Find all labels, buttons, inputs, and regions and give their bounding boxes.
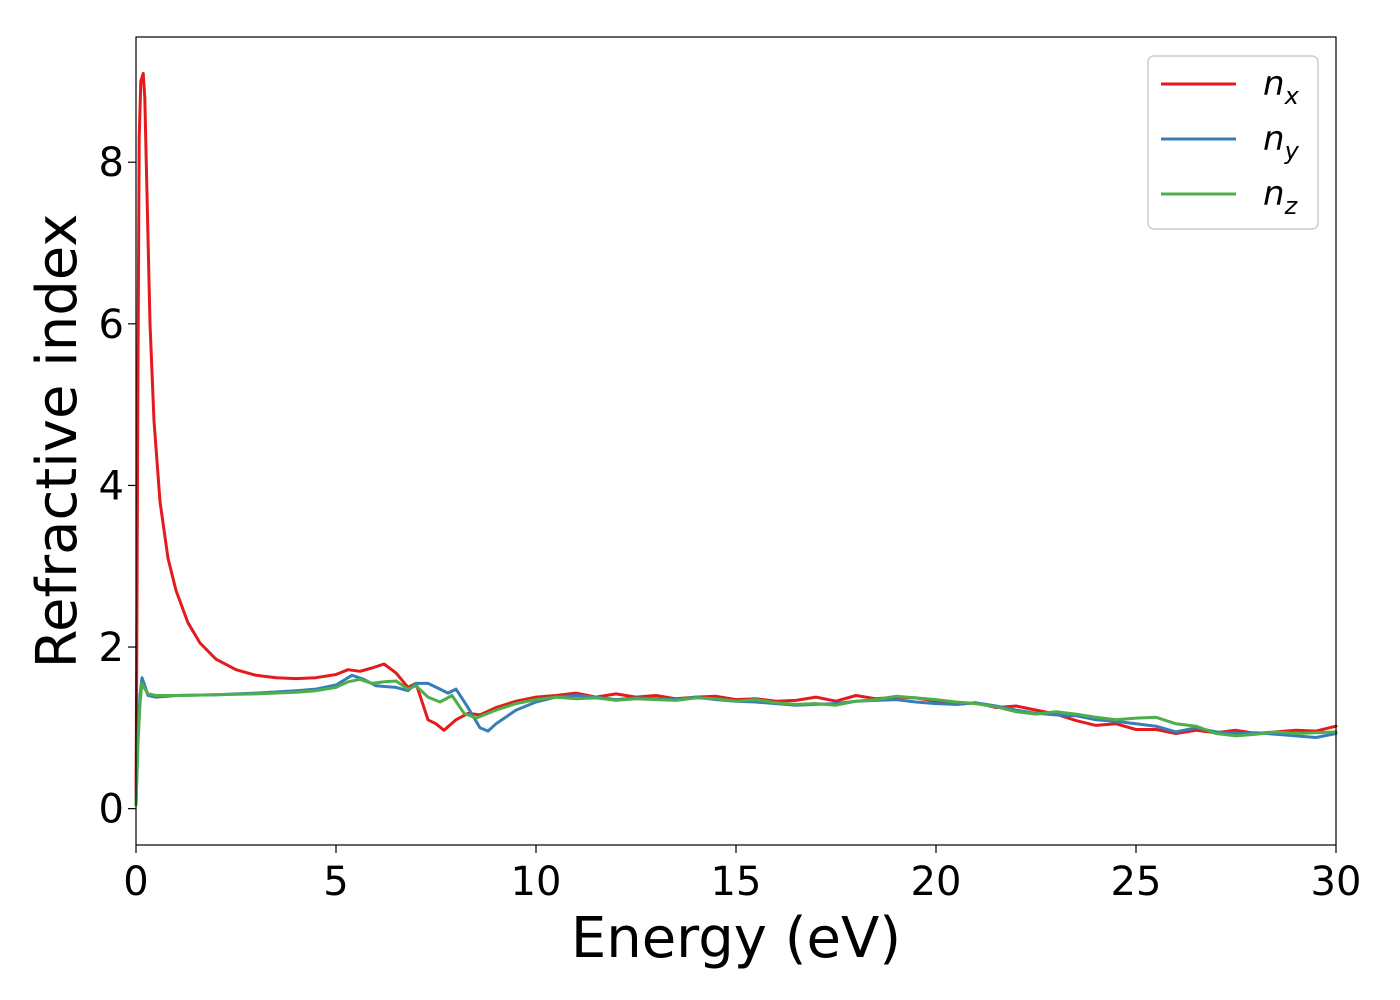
x-tick-label: 30 xyxy=(1311,859,1362,905)
x-tick-label: 10 xyxy=(511,859,562,905)
series-line-nx xyxy=(134,71,1338,807)
y-axis-label: Refractive index xyxy=(25,214,90,669)
x-tick-label: 15 xyxy=(711,859,762,905)
series-line-ny xyxy=(134,673,1338,807)
y-tick-label: 4 xyxy=(99,463,124,509)
x-tick-label: 5 xyxy=(323,859,348,905)
plot-lines xyxy=(134,71,1338,807)
legend-label-base: n xyxy=(1263,119,1285,159)
y-tick-label: 2 xyxy=(99,625,124,671)
y-tick-label: 8 xyxy=(99,140,124,186)
x-tick-label: 25 xyxy=(1111,859,1162,905)
legend-label-base: n xyxy=(1263,174,1285,214)
legend-label-subscript: x xyxy=(1284,82,1300,110)
legend-label-subscript: y xyxy=(1284,137,1300,165)
x-axis-label: Energy (eV) xyxy=(571,906,901,971)
y-tick-label: 6 xyxy=(99,302,124,348)
y-tick-label: 0 xyxy=(99,787,124,833)
legend-label-subscript: z xyxy=(1284,192,1299,220)
legend-label-nz: nz xyxy=(1263,174,1299,220)
y-axis-ticks: 0 2 4 6 8 xyxy=(99,140,136,833)
x-tick-label: 20 xyxy=(911,859,962,905)
x-tick-label: 0 xyxy=(123,859,148,905)
legend-label-base: n xyxy=(1263,64,1285,104)
legend-label-nx: nx xyxy=(1263,64,1300,110)
legend-box xyxy=(1147,55,1319,230)
x-axis-ticks: 0 5 10 15 20 25 30 xyxy=(123,845,1361,905)
legend-label-ny: ny xyxy=(1263,119,1300,165)
series-line-nz xyxy=(134,677,1338,807)
